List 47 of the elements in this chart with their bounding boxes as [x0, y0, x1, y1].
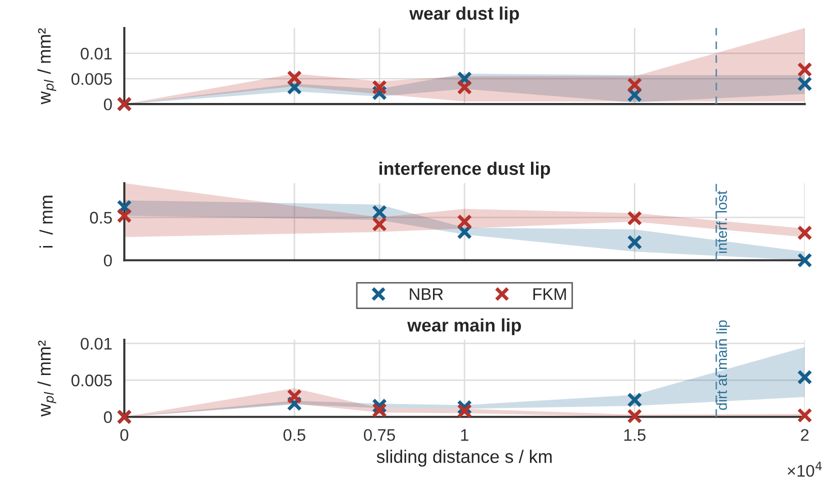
- text: ×10$^{4}$: [788, 462, 822, 477]
- y-tick-label: 0: [104, 254, 112, 266]
- y-axis-title: w$_{pl}$ / mm²: [38, 340, 56, 417]
- y-axis-title: i / mm: [39, 196, 53, 248]
- point: [797, 408, 812, 423]
- legend-label: NBR: [410, 288, 443, 300]
- chart-title: wear dust lip: [409, 6, 519, 24]
- point: [456, 214, 472, 230]
- point: [627, 210, 642, 226]
- y-tick-label: 0.5: [90, 212, 112, 224]
- point: [797, 225, 812, 240]
- ref-line-label: interf. lost: [716, 190, 727, 253]
- x-tick-label: 0.5: [283, 429, 306, 441]
- x-tick-label: 0: [120, 429, 128, 441]
- y-tick-label: 0.005: [71, 374, 112, 386]
- point: [372, 204, 388, 220]
- y-axis-title: w$_{pl}$ / mm²: [38, 28, 56, 104]
- y-tick-label: 0: [104, 411, 112, 424]
- point: [116, 208, 132, 224]
- point: [797, 370, 812, 385]
- point: [372, 80, 388, 95]
- legend-label: FKM: [533, 288, 566, 300]
- point: [456, 80, 472, 95]
- x-tick-label: 1: [461, 429, 468, 441]
- y-tick-label: 0.01: [80, 48, 112, 60]
- point: [372, 402, 388, 418]
- x-tick-label: 2: [800, 429, 809, 441]
- x-tick-label: 1.5: [624, 429, 646, 441]
- point: [627, 234, 642, 250]
- y-tick-label: 0: [104, 98, 112, 110]
- point: [456, 403, 472, 419]
- point: [627, 408, 642, 424]
- y-tick-label: 0.005: [71, 73, 112, 85]
- y-tick-label: 0.01: [80, 338, 112, 350]
- chart-title: interference dust lip: [380, 162, 550, 179]
- point: [797, 76, 812, 92]
- point: [286, 70, 302, 86]
- point: [627, 77, 642, 92]
- point: [797, 62, 812, 78]
- point: [797, 252, 812, 268]
- point: [627, 392, 642, 408]
- x-tick-label: 0.75: [364, 429, 395, 441]
- x-axis-title: sliding distance s / km: [376, 450, 552, 467]
- point: [372, 216, 388, 232]
- point: [286, 388, 302, 404]
- ref-line-label: dirt at main lip: [716, 320, 730, 410]
- chart-title: wear main lip: [407, 318, 521, 336]
